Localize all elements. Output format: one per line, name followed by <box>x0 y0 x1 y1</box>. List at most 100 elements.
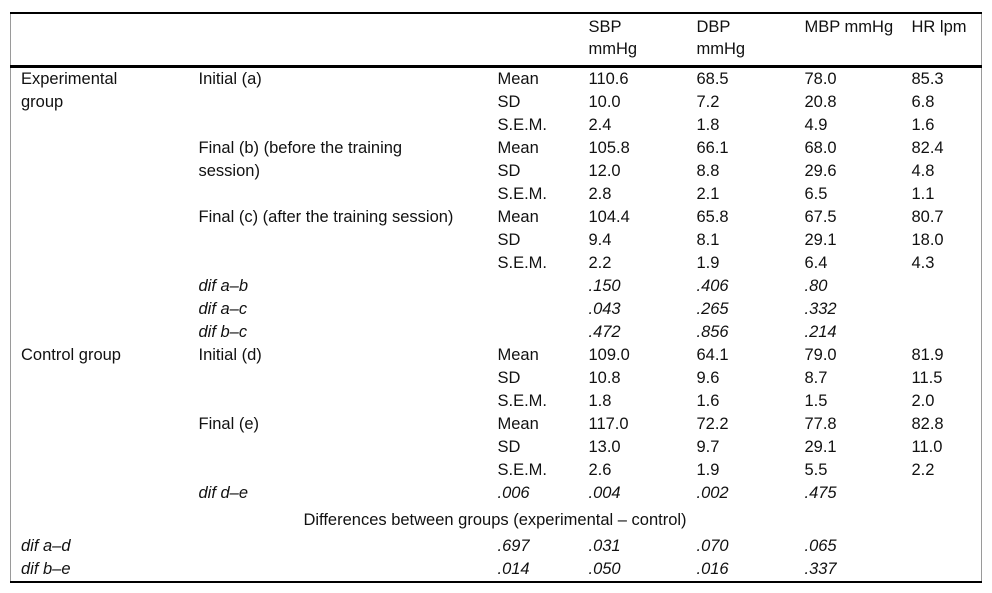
value-cell-mbp: 68.0 <box>804 139 837 157</box>
value-cell-dbp: 9.7 <box>696 438 720 456</box>
value-cell-hr: 11.0 <box>911 438 943 456</box>
value-cell-mbp: 29.6 <box>804 162 837 180</box>
value-cell-sbp: .150 <box>588 277 621 295</box>
table-row-dif: dif a–d .697 .031 .070 .065 <box>11 535 982 558</box>
value-cell-hr <box>902 482 982 505</box>
value-cell-sbp: 1.8 <box>588 392 612 410</box>
value-cell-hr: 4.3 <box>911 254 935 272</box>
value-cell-mbp: 67.5 <box>804 208 837 226</box>
value-cell-mbp: 79.0 <box>804 346 837 364</box>
value-cell-dbp: 1.8 <box>696 116 720 134</box>
value-cell-mbp: .332 <box>804 300 837 318</box>
value-cell-mbp: 6.4 <box>804 254 828 272</box>
table-row-dif: dif b–e .014 .050 .016 .337 <box>11 558 982 582</box>
value-cell-sbp: 10.8 <box>588 369 621 387</box>
value-cell-hr: 82.8 <box>911 415 944 433</box>
condition-cell: Final (c) (after the training session) <box>198 208 454 226</box>
condition-cell: Final (b) (before the training session) <box>198 139 403 180</box>
dif-label-cell: dif b–c <box>198 323 248 341</box>
header-mbp: MBP mmHg <box>794 13 902 68</box>
value-cell-sbp: 109.0 <box>588 346 630 364</box>
stat-cell: Mean <box>497 208 539 226</box>
value-cell-sbp: 9.4 <box>588 231 612 249</box>
value-cell-sbp: .004 <box>588 484 621 502</box>
value-cell-mbp: 78.0 <box>804 70 837 88</box>
value-cell-sbp: 110.6 <box>588 70 629 88</box>
group-cell-experimental: Experimental group <box>21 70 118 111</box>
value-cell-dbp: 1.9 <box>696 461 720 479</box>
value-cell-dbp: 8.8 <box>696 162 720 180</box>
stat-cell: S.E.M. <box>497 185 548 203</box>
value-cell-hr: 80.7 <box>911 208 944 226</box>
value-cell-dbp: .406 <box>696 277 729 295</box>
stat-cell <box>488 321 579 344</box>
stat-cell: .014 <box>497 560 530 578</box>
value-cell-hr: 85.3 <box>911 70 944 88</box>
stat-cell: Mean <box>497 139 539 157</box>
value-cell-dbp: .016 <box>696 560 729 578</box>
stat-cell: SD <box>497 93 521 111</box>
value-cell-mbp: 29.1 <box>804 438 837 456</box>
stat-cell: SD <box>497 438 521 456</box>
table-row: SD 13.0 9.7 29.1 11.0 <box>11 436 982 459</box>
header-stat-col <box>487 13 579 68</box>
value-cell-hr <box>902 321 982 344</box>
stat-cell: S.E.M. <box>497 116 548 134</box>
table-row-dif: dif b–c .472 .856 .214 <box>11 321 982 344</box>
value-cell-sbp: .043 <box>588 300 621 318</box>
value-cell-sbp: 105.8 <box>588 139 630 157</box>
table-row: SD 10.0 7.2 20.8 6.8 <box>11 91 982 114</box>
value-cell-mbp: 1.5 <box>804 392 828 410</box>
value-cell-dbp: 65.8 <box>696 208 729 226</box>
table-row: SD 10.8 9.6 8.7 11.5 <box>11 367 982 390</box>
value-cell-mbp: 77.8 <box>804 415 837 433</box>
header-condition-col <box>188 13 488 68</box>
value-cell-mbp: 6.5 <box>804 185 828 203</box>
value-cell-hr: 11.5 <box>911 369 943 387</box>
value-cell-dbp: .265 <box>696 300 729 318</box>
stat-cell <box>488 275 579 298</box>
dif-label-cell: dif a–c <box>198 300 248 318</box>
value-cell-dbp: .002 <box>696 484 729 502</box>
condition-cell <box>189 558 488 582</box>
condition-cell: Initial (a) <box>198 70 262 88</box>
value-cell-mbp: .337 <box>804 560 837 578</box>
group-cell-control: Control group <box>21 346 121 364</box>
value-cell-dbp: 7.2 <box>696 93 720 111</box>
value-cell-dbp: 64.1 <box>696 346 729 364</box>
table-row-dif: dif d–e .006 .004 .002 .475 <box>11 482 982 505</box>
table-row: S.E.M. 2.8 2.1 6.5 1.1 <box>11 183 982 206</box>
differences-section-row: Differences between groups (experimental… <box>11 505 982 535</box>
value-cell-dbp: 1.9 <box>696 254 720 272</box>
value-cell-mbp: 5.5 <box>804 461 828 479</box>
value-cell-dbp: 72.2 <box>696 415 729 433</box>
value-cell-sbp: 12.0 <box>588 162 621 180</box>
value-cell-sbp: 2.8 <box>588 185 612 203</box>
table-row: SD 12.0 8.8 29.6 4.8 <box>11 160 982 183</box>
value-cell-mbp: .214 <box>804 323 837 341</box>
value-cell-dbp: 66.1 <box>696 139 729 157</box>
condition-cell: Final (e) <box>198 415 260 433</box>
header-row: SBP mmHg DBP mmHg MBP mmHg HR lpm <box>10 13 982 68</box>
stat-cell: Mean <box>497 415 539 433</box>
value-cell-sbp: 10.0 <box>588 93 621 111</box>
stat-cell: SD <box>497 162 521 180</box>
value-cell-dbp: 1.6 <box>696 392 720 410</box>
table-row: Experimental group Initial (a) Mean 110.… <box>11 67 982 111</box>
stat-cell: S.E.M. <box>497 254 548 272</box>
value-cell-mbp: .475 <box>804 484 837 502</box>
value-cell-sbp: .031 <box>588 537 621 555</box>
header-group-col <box>10 13 189 68</box>
value-cell-sbp: 2.4 <box>588 116 612 134</box>
stat-cell: S.E.M. <box>497 392 548 410</box>
value-cell-dbp: .856 <box>696 323 729 341</box>
value-cell-hr: 18.0 <box>911 231 944 249</box>
value-cell-hr <box>902 535 982 558</box>
value-cell-hr: 1.1 <box>911 185 935 203</box>
value-cell-mbp: 8.7 <box>804 369 828 387</box>
value-cell-sbp: 2.6 <box>588 461 612 479</box>
table-row: Final (b) (before the training session) … <box>11 137 982 180</box>
table-row-dif: dif a–c .043 .265 .332 <box>11 298 982 321</box>
table-row: Final (c) (after the training session) M… <box>11 206 982 229</box>
header-sbp: SBP mmHg <box>578 13 687 68</box>
